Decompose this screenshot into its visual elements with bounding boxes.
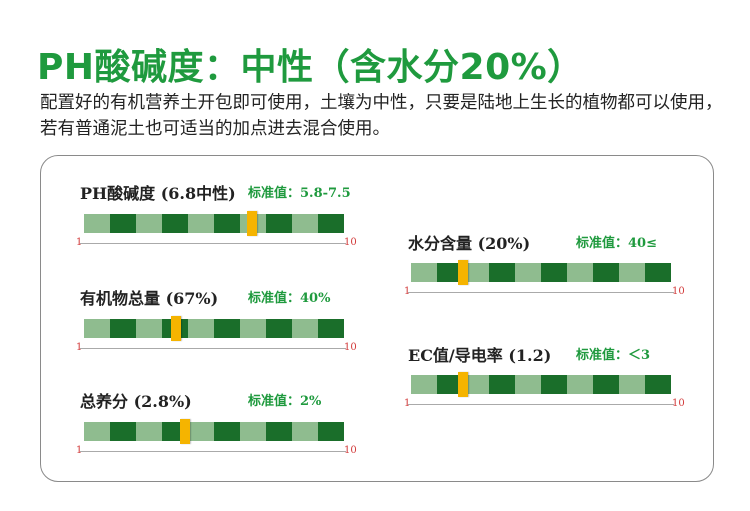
metric-label: 有机物总量 (67%) <box>80 289 219 308</box>
bar-segment <box>240 319 266 338</box>
bar-segment <box>541 263 567 282</box>
page-title: PH酸碱度：中性（含水分20%） <box>37 47 584 88</box>
bar-segment <box>619 375 645 394</box>
bar-segment <box>567 263 593 282</box>
scale-min-label: 1 <box>76 445 83 456</box>
metric-label: 总养分 (2.8%) <box>80 392 192 411</box>
bar-segment <box>489 375 515 394</box>
metric-organic-matter: 有机物总量 (67%) 标准值：40% <box>80 285 360 355</box>
bar-segment <box>110 319 136 338</box>
bar-segment <box>411 375 437 394</box>
bar-segment <box>292 422 318 441</box>
organic-matter-level-bar <box>84 319 344 338</box>
bar-segment <box>214 214 240 233</box>
scale-min-label: 1 <box>76 342 83 353</box>
scale-min-label: 1 <box>404 398 411 409</box>
bar-segment <box>463 263 489 282</box>
bar-segment <box>318 214 344 233</box>
scale-min-label: 1 <box>404 286 411 297</box>
bar-segment <box>619 263 645 282</box>
bar-segment <box>188 214 214 233</box>
metric-standard: 标准值：40≤ <box>576 236 657 251</box>
bar-segment <box>84 422 110 441</box>
bar-segment <box>266 319 292 338</box>
scale-axis-line <box>80 243 346 244</box>
scale-axis-line <box>408 404 674 405</box>
scale-min-label: 1 <box>76 237 83 248</box>
bar-segment <box>515 263 541 282</box>
moisture-level-bar <box>411 263 671 282</box>
ph-level-bar <box>84 214 344 233</box>
metric-ec-conductivity: EC值/导电率 (1.2) 标准值：＜3 <box>408 342 688 412</box>
metric-standard: 标准值：2% <box>248 394 322 409</box>
bar-segment <box>188 422 214 441</box>
metrics-panel <box>40 155 714 482</box>
scale-max-label: 10 <box>344 342 357 353</box>
scale-max-label: 10 <box>344 237 357 248</box>
organic-matter-level-marker <box>171 316 182 341</box>
bar-segment <box>645 375 671 394</box>
bar-segment <box>266 214 292 233</box>
bar-segment <box>110 214 136 233</box>
metric-total-nutrients: 总养分 (2.8%) 标准值：2% <box>80 388 360 458</box>
moisture-level-marker <box>458 260 468 285</box>
bar-segment <box>240 422 266 441</box>
product-description: 配置好的有机营养土开包即可使用，土壤为中性，只要是陆地上生长的植物都可以使用，若… <box>40 93 723 139</box>
bar-segment <box>318 319 344 338</box>
bar-segment <box>136 422 162 441</box>
total-nutrients-level-marker <box>180 419 191 444</box>
bar-segment <box>437 375 463 394</box>
bar-segment <box>515 375 541 394</box>
bar-segment <box>593 375 619 394</box>
bar-segment <box>463 375 489 394</box>
metric-label: EC值/导电率 (1.2) <box>408 346 552 365</box>
bar-segment <box>136 319 162 338</box>
scale-max-label: 10 <box>672 286 685 297</box>
metric-label: 水分含量 (20%) <box>408 234 531 253</box>
metric-standard: 标准值：40% <box>248 291 331 306</box>
metric-standard: 标准值：5.8-7.5 <box>248 186 351 201</box>
scale-axis-line <box>80 451 346 452</box>
bar-segment <box>411 263 437 282</box>
bar-segment <box>292 214 318 233</box>
scale-max-label: 10 <box>344 445 357 456</box>
scale-axis-line <box>408 292 674 293</box>
bar-segment <box>188 319 214 338</box>
metric-moisture: 水分含量 (20%) 标准值：40≤ <box>408 230 688 300</box>
scale-axis-line <box>80 348 346 349</box>
bar-segment <box>292 319 318 338</box>
bar-segment <box>84 319 110 338</box>
bar-segment <box>593 263 619 282</box>
bar-segment <box>110 422 136 441</box>
bar-segment <box>84 214 110 233</box>
bar-segment <box>489 263 515 282</box>
bar-segment <box>541 375 567 394</box>
bar-segment <box>162 214 188 233</box>
bar-segment <box>645 263 671 282</box>
ec-level-marker <box>458 372 468 397</box>
bar-segment <box>266 422 292 441</box>
ec-level-bar <box>411 375 671 394</box>
ph-level-marker <box>246 211 257 236</box>
bar-segment <box>437 263 463 282</box>
bar-segment <box>136 214 162 233</box>
scale-max-label: 10 <box>672 398 685 409</box>
total-nutrients-level-bar <box>84 422 344 441</box>
metric-ph: PH酸碱度 (6.8中性) 标准值：5.8-7.5 <box>80 180 360 250</box>
metric-label: PH酸碱度 (6.8中性) <box>80 184 236 203</box>
bar-segment <box>214 422 240 441</box>
bar-segment <box>214 319 240 338</box>
bar-segment <box>318 422 344 441</box>
metric-standard: 标准值：＜3 <box>576 348 651 363</box>
bar-segment <box>567 375 593 394</box>
